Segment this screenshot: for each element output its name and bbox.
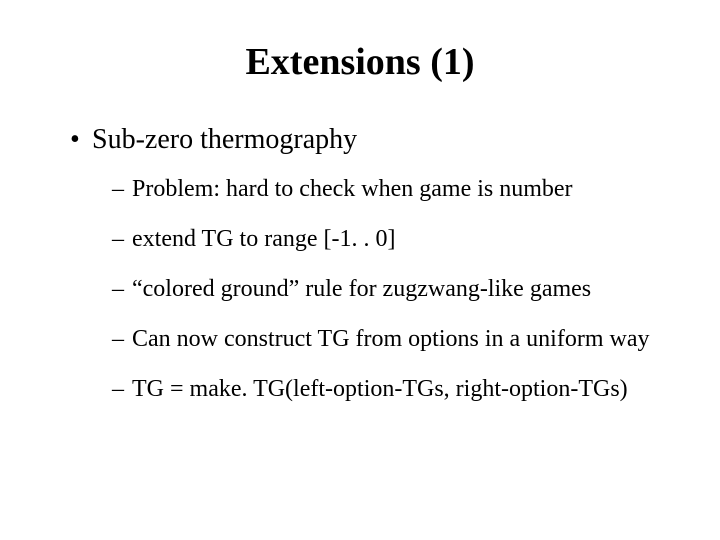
bullet-level2-text: TG = make. TG(left-option-TGs, right-opt… [132,374,628,404]
slide: Extensions (1) • Sub-zero thermography –… [0,0,720,540]
bullet-level2: – Problem: hard to check when game is nu… [112,174,670,204]
dash-icon: – [112,274,132,304]
slide-title: Extensions (1) [50,40,670,84]
bullet-level2-text: Can now construct TG from options in a u… [132,324,649,354]
bullet-level2: – TG = make. TG(left-option-TGs, right-o… [112,374,670,404]
dash-icon: – [112,324,132,354]
bullet-level2: – Can now construct TG from options in a… [112,324,670,354]
dash-icon: – [112,224,132,254]
bullet-dot-icon: • [70,124,92,156]
bullet-level2: – “colored ground” rule for zugzwang-lik… [112,274,670,304]
bullet-level1-text: Sub-zero thermography [92,124,357,156]
bullet-level2-text: “colored ground” rule for zugzwang-like … [132,274,591,304]
bullet-level2-text: Problem: hard to check when game is numb… [132,174,573,204]
dash-icon: – [112,374,132,404]
bullet-level2: – extend TG to range [-1. . 0] [112,224,670,254]
bullet-level1: • Sub-zero thermography [70,124,670,156]
bullet-level2-text: extend TG to range [-1. . 0] [132,224,395,254]
dash-icon: – [112,174,132,204]
